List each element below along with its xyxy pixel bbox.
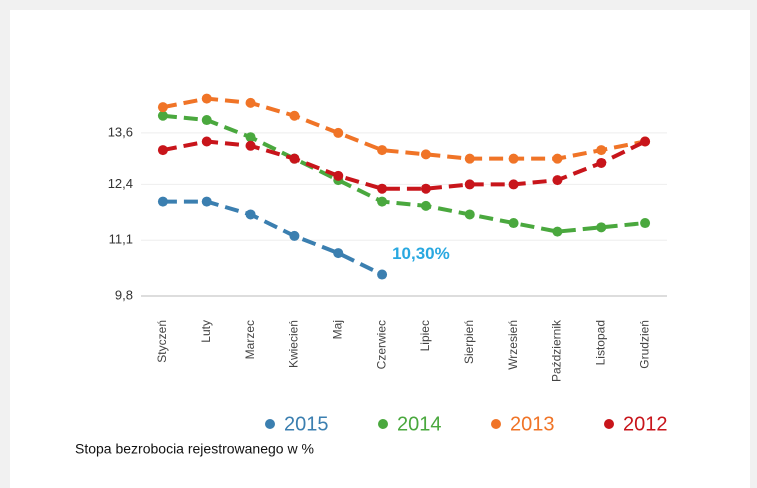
point — [201, 196, 212, 207]
legend-marker — [378, 419, 388, 429]
x-tick-label: Wrzesień — [506, 320, 520, 370]
x-tick-label: Sierpień — [462, 320, 476, 364]
legend-label: 2013 — [510, 413, 555, 435]
legend-marker — [491, 419, 501, 429]
x-tick-label: Maj — [330, 320, 344, 339]
legend-label: 2015 — [284, 413, 329, 435]
y-tick-label: 13,6 — [108, 124, 133, 139]
annotation: 10,30% — [392, 244, 450, 263]
point — [420, 200, 431, 211]
point — [333, 127, 344, 138]
point — [508, 218, 519, 229]
point — [289, 153, 300, 164]
point — [464, 209, 475, 220]
x-tick-label: Grudzień — [637, 320, 651, 369]
legend-marker — [265, 419, 275, 429]
point — [201, 93, 212, 104]
point — [157, 196, 168, 207]
legend-label: 2014 — [397, 413, 442, 435]
point — [640, 218, 651, 229]
point — [552, 175, 563, 186]
series-line — [162, 199, 383, 277]
point — [596, 222, 607, 233]
point — [333, 170, 344, 181]
point — [245, 209, 256, 220]
point — [640, 136, 651, 147]
point — [596, 157, 607, 168]
point — [245, 97, 256, 108]
x-tick-label: Lipiec — [418, 320, 432, 351]
point — [464, 179, 475, 190]
point — [464, 153, 475, 164]
x-tick-label: Czerwiec — [374, 320, 388, 369]
point — [333, 248, 344, 259]
point — [157, 110, 168, 121]
x-tick-label: Kwiecień — [287, 320, 301, 368]
x-tick-label: Listopad — [593, 320, 607, 365]
point — [157, 102, 168, 113]
point — [508, 179, 519, 190]
point — [420, 183, 431, 194]
point — [508, 153, 519, 164]
x-tick-label: Styczeń — [155, 320, 169, 363]
point — [377, 145, 388, 156]
point — [289, 230, 300, 241]
legend-marker — [604, 419, 614, 429]
series-line — [162, 139, 646, 191]
x-tick-label: Luty — [199, 320, 213, 343]
point — [552, 226, 563, 237]
point — [157, 145, 168, 156]
caption: Stopa bezrobocia rejestrowanego w % — [75, 441, 314, 457]
series-line — [162, 96, 646, 161]
x-tick-label: Marzec — [243, 320, 257, 359]
point — [377, 269, 388, 280]
point — [552, 153, 563, 164]
y-tick-label: 11,1 — [109, 232, 133, 247]
point — [201, 115, 212, 126]
series-line — [162, 113, 646, 234]
legend-label: 2012 — [623, 413, 668, 435]
point — [596, 145, 607, 156]
point — [289, 110, 300, 121]
x-tick-label: Październik — [550, 319, 564, 382]
card — [10, 10, 750, 488]
point — [377, 196, 388, 207]
point — [201, 136, 212, 147]
point — [377, 183, 388, 194]
point — [245, 132, 256, 143]
y-tick-label: 9,8 — [115, 287, 133, 302]
point — [420, 149, 431, 160]
y-tick-label: 12,4 — [108, 176, 133, 191]
point — [245, 140, 256, 151]
